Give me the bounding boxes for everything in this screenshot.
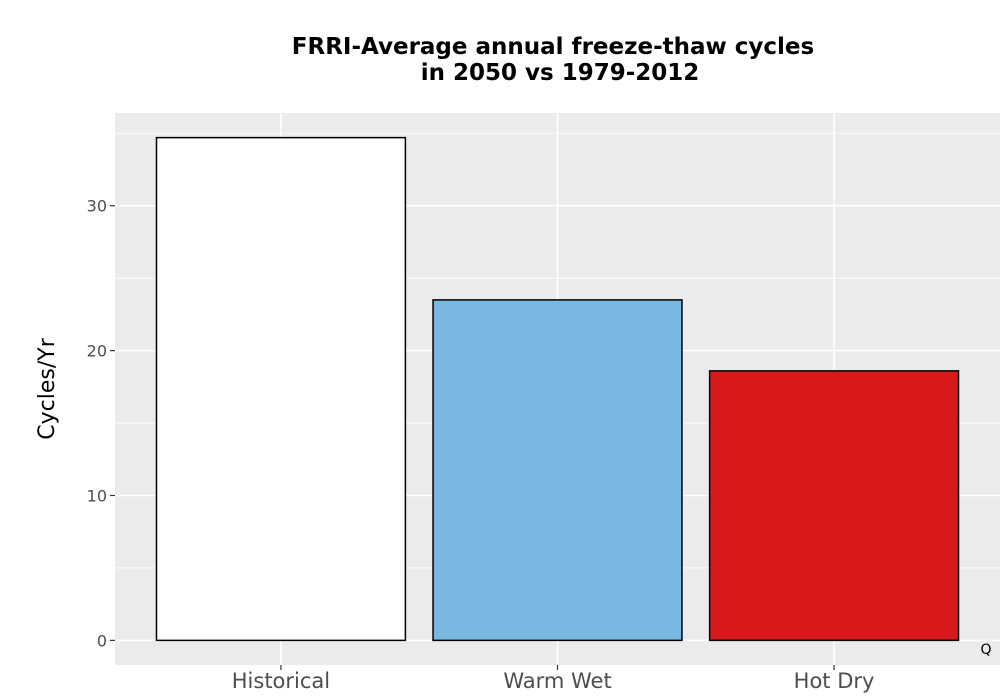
y-tick-label: 0 [97, 631, 107, 650]
x-tick-label: Historical [232, 669, 330, 693]
bar-warm-wet [432, 299, 683, 642]
chart-title-line-2: in 2050 vs 1979-2012 [421, 60, 700, 86]
x-tick-label: Warm Wet [503, 669, 611, 693]
chart-title: FRRI-Average annual freeze-thaw cycles i… [292, 34, 814, 86]
chart-title-line-1: FRRI-Average annual freeze-thaw cycles [292, 34, 814, 60]
y-axis-title: Cycles/Yr [35, 337, 60, 439]
y-axis: 0 10 20 30 [87, 197, 115, 650]
x-tick-label: Hot Dry [794, 669, 875, 693]
y-tick-label: 10 [87, 486, 107, 505]
x-axis: Historical Warm Wet Hot Dry [232, 665, 875, 693]
y-tick-label: 20 [87, 342, 107, 361]
corner-label: Q [980, 642, 991, 658]
bar-hot-dry [708, 370, 960, 642]
y-tick-label: 30 [87, 197, 107, 216]
bars [155, 136, 960, 642]
bar-historical [155, 136, 407, 642]
